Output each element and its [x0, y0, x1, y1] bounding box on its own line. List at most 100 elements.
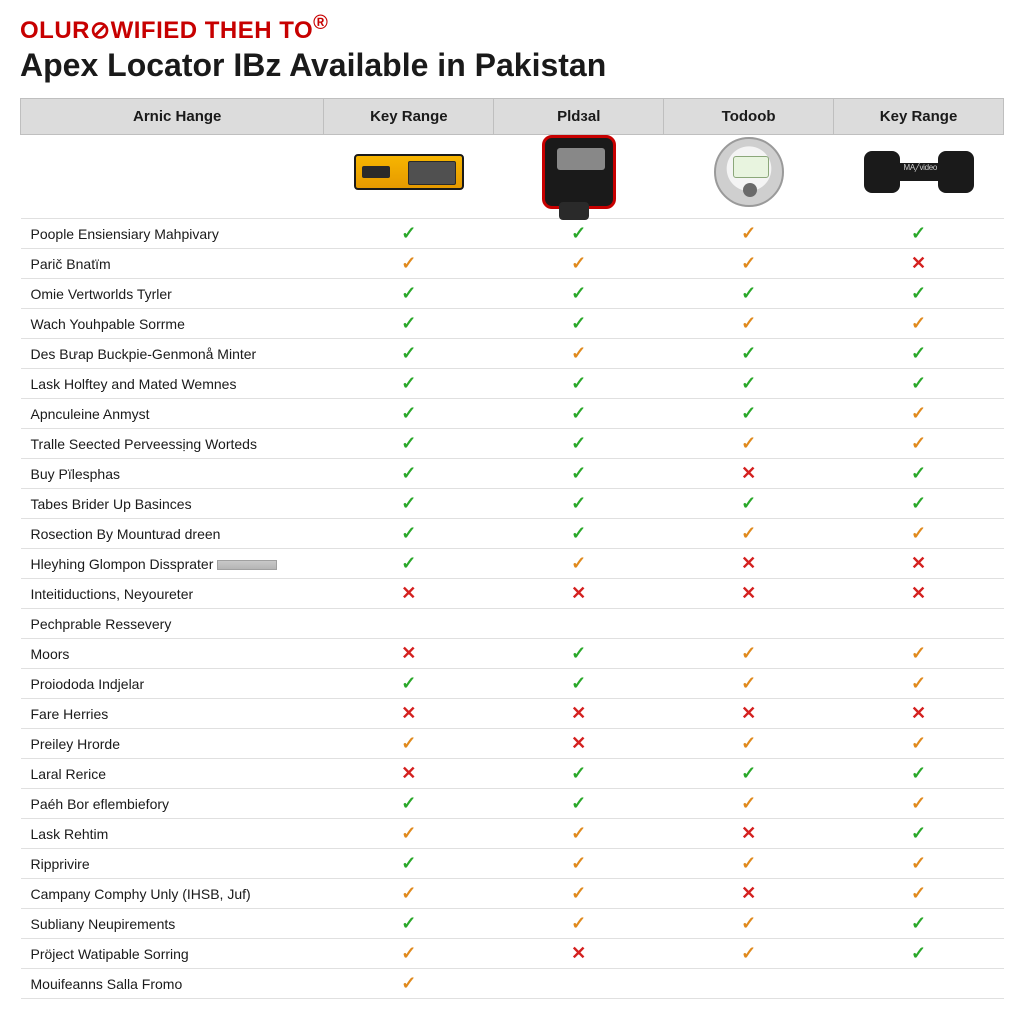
- check-icon: ✓: [324, 939, 494, 969]
- check-icon: ✓: [664, 219, 834, 249]
- check-icon: ✓: [834, 789, 1004, 819]
- feature-label: Lask Holftey and Mated Wemnes: [21, 369, 324, 399]
- cross-icon: ✕: [664, 699, 834, 729]
- check-icon: ✓: [664, 339, 834, 369]
- feature-label: Ripprivire: [21, 849, 324, 879]
- feature-label: Inteitiductions, Neyoureter: [21, 579, 324, 609]
- col-header-3: Todoob: [664, 99, 834, 135]
- cross-icon: ✕: [324, 579, 494, 609]
- check-icon: ✓: [324, 489, 494, 519]
- check-icon: ✓: [324, 339, 494, 369]
- check-icon: ✓: [324, 279, 494, 309]
- check-icon: ✓: [324, 789, 494, 819]
- check-icon: ✓: [834, 309, 1004, 339]
- check-icon: ✓: [494, 339, 664, 369]
- empty-cell: [664, 609, 834, 639]
- check-icon: ✓: [494, 909, 664, 939]
- check-icon: ✓: [834, 639, 1004, 669]
- table-row: Preiley Hrorde✓✕✓✓: [21, 729, 1004, 759]
- feature-label: Omie Vertworlds Tyrler: [21, 279, 324, 309]
- table-row: Lask Rehtim✓✓✕✓: [21, 819, 1004, 849]
- table-row: Tabes Brider Up Basinces✓✓✓✓: [21, 489, 1004, 519]
- table-row: Mouifeanns Salla Fromo✓: [21, 969, 1004, 999]
- check-icon: ✓: [664, 279, 834, 309]
- table-row: Pechprable Ressevery: [21, 609, 1004, 639]
- table-row: Poople Ensiensiary Mahpivary✓✓✓✓: [21, 219, 1004, 249]
- table-row: Parič Bnatïm✓✓✓✕: [21, 249, 1004, 279]
- check-icon: ✓: [494, 669, 664, 699]
- feature-label: Rosection By Mountưad dreen: [21, 519, 324, 549]
- cross-icon: ✕: [324, 759, 494, 789]
- check-icon: ✓: [324, 309, 494, 339]
- feature-label: Tralle Seected Perveessịng Worteds: [21, 429, 324, 459]
- cross-icon: ✕: [834, 579, 1004, 609]
- table-row: Moors✕✓✓✓: [21, 639, 1004, 669]
- table-row: Lask Holftey and Mated Wemnes✓✓✓✓: [21, 369, 1004, 399]
- check-icon: ✓: [834, 849, 1004, 879]
- feature-label: Hleyhing Glompon Dissprater: [21, 549, 324, 579]
- product-thumb-2: [542, 135, 616, 209]
- check-icon: ✓: [324, 879, 494, 909]
- table-row: Proiododa Indjelar✓✓✓✓: [21, 669, 1004, 699]
- product-thumb-1: [354, 154, 464, 190]
- feature-label: Proiododa Indjelar: [21, 669, 324, 699]
- empty-cell: [834, 609, 1004, 639]
- check-icon: ✓: [664, 939, 834, 969]
- check-icon: ✓: [494, 849, 664, 879]
- empty-cell: [834, 969, 1004, 999]
- check-icon: ✓: [664, 759, 834, 789]
- check-icon: ✓: [324, 669, 494, 699]
- feature-label: Wach Youhpable Sorrme: [21, 309, 324, 339]
- product-thumb-4: MA╱video: [864, 149, 974, 195]
- product-image-row: MA╱video: [21, 135, 1004, 219]
- check-icon: ✓: [664, 789, 834, 819]
- cross-icon: ✕: [494, 939, 664, 969]
- cross-icon: ✕: [664, 819, 834, 849]
- product-thumb-3: [714, 137, 784, 207]
- check-icon: ✓: [834, 219, 1004, 249]
- check-icon: ✓: [664, 669, 834, 699]
- check-icon: ✓: [664, 729, 834, 759]
- check-icon: ✓: [494, 369, 664, 399]
- check-icon: ✓: [494, 399, 664, 429]
- feature-label: Tabes Brider Up Basinces: [21, 489, 324, 519]
- check-icon: ✓: [834, 759, 1004, 789]
- table-row: Laral Rerice✕✓✓✓: [21, 759, 1004, 789]
- overline-text: OLUR⊘WIFIED THEH TO®: [20, 12, 1004, 45]
- check-icon: ✓: [494, 549, 664, 579]
- empty-cell: [494, 969, 664, 999]
- feature-label: Subliany Neupirements: [21, 909, 324, 939]
- check-icon: ✓: [324, 249, 494, 279]
- inline-strip: [217, 560, 277, 570]
- feature-label: Des Bưap Buckpie-Genmonå Minter: [21, 339, 324, 369]
- check-icon: ✓: [834, 519, 1004, 549]
- check-icon: ✓: [494, 519, 664, 549]
- cross-icon: ✕: [664, 459, 834, 489]
- check-icon: ✓: [834, 279, 1004, 309]
- cross-icon: ✕: [834, 249, 1004, 279]
- feature-label: Moors: [21, 639, 324, 669]
- check-icon: ✓: [834, 669, 1004, 699]
- table-row: Tralle Seected Perveessịng Worteds✓✓✓✓: [21, 429, 1004, 459]
- feature-label: Preiley Hrorde: [21, 729, 324, 759]
- cross-icon: ✕: [664, 879, 834, 909]
- table-row: Apnculeine Anmyst✓✓✓✓: [21, 399, 1004, 429]
- table-row: Paéh Bor eflembiefory✓✓✓✓: [21, 789, 1004, 819]
- feature-label: Pechprable Ressevery: [21, 609, 324, 639]
- check-icon: ✓: [664, 519, 834, 549]
- check-icon: ✓: [324, 909, 494, 939]
- empty-cell: [664, 969, 834, 999]
- check-icon: ✓: [324, 399, 494, 429]
- check-icon: ✓: [494, 249, 664, 279]
- check-icon: ✓: [664, 429, 834, 459]
- col-header-4: Key Range: [834, 99, 1004, 135]
- check-icon: ✓: [664, 909, 834, 939]
- check-icon: ✓: [324, 969, 494, 999]
- check-icon: ✓: [494, 879, 664, 909]
- table-row: Wach Youhpable Sorrme✓✓✓✓: [21, 309, 1004, 339]
- feature-label: Poople Ensiensiary Mahpivary: [21, 219, 324, 249]
- table-row: Ripprivire✓✓✓✓: [21, 849, 1004, 879]
- check-icon: ✓: [494, 429, 664, 459]
- check-icon: ✓: [494, 309, 664, 339]
- feature-label: Mouifeanns Salla Fromo: [21, 969, 324, 999]
